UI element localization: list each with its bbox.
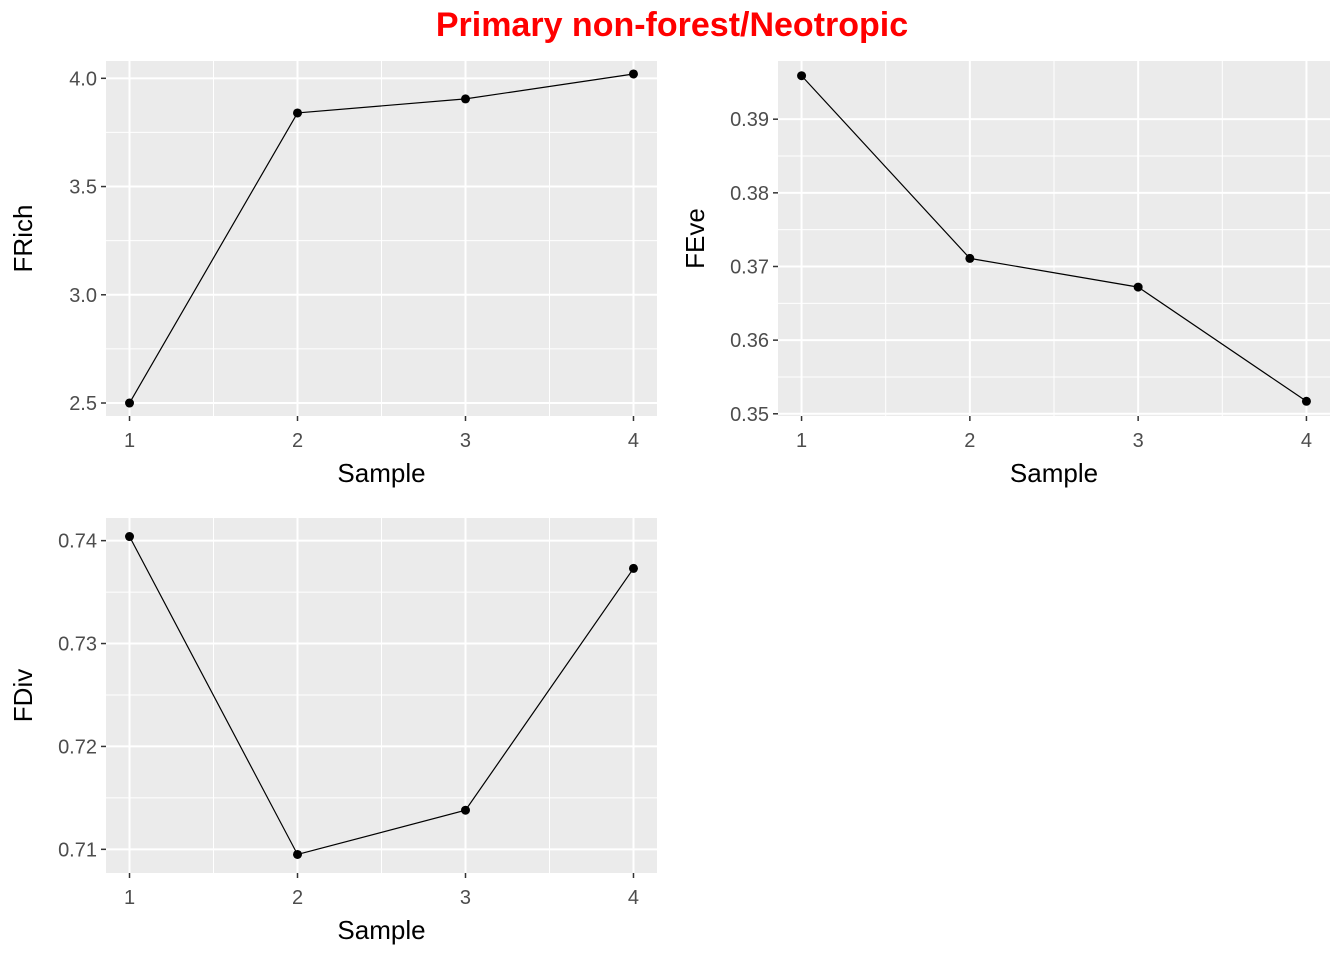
x-tick-label: 3 [460,430,471,452]
x-axis-title: Sample [337,915,425,945]
data-point [628,69,638,79]
chart-main-title: Primary non-forest/Neotropic [435,6,909,44]
data-point [965,253,975,263]
data-point [293,849,303,859]
data-point [125,398,135,408]
x-axis-title: Sample [1010,458,1098,488]
x-tick-label: 1 [796,430,807,452]
y-tick-label: 3.0 [69,285,97,307]
data-point [1301,396,1311,406]
y-tick-label: 0.37 [730,256,769,278]
x-axis-title: Sample [337,458,425,488]
series-line [128,73,634,404]
data-point [628,563,638,573]
x-tick-label: 3 [460,887,471,909]
y-tick-label: 3.5 [69,177,97,199]
series-line [128,536,634,856]
x-tick-label: 2 [292,887,303,909]
y-tick-label: 4.0 [69,68,97,90]
panel-1-frich: 1 2 3 4 2.5 3.0 3.5 4.0 Sample FRich [8,61,657,488]
y-tick-label: 0.38 [730,183,769,205]
x-tick-label: 4 [628,887,639,909]
series-line [801,75,1307,402]
y-tick-label: 0.72 [58,736,97,758]
data-point [460,94,470,104]
y-axis-title: FEve [680,208,710,269]
y-tick-label: 0.39 [730,109,769,131]
y-tick-label: 0.35 [730,404,769,426]
y-tick-label: 2.5 [69,393,97,415]
data-point [460,805,470,815]
data-point [125,532,135,542]
y-axis-title: FRich [8,205,38,273]
y-tick-label: 0.73 [58,634,97,656]
y-tick-label: 0.71 [58,839,97,861]
y-tick-label: 0.74 [58,531,97,553]
x-tick-label: 3 [1133,430,1144,452]
x-tick-label: 1 [124,430,135,452]
data-point [1133,282,1143,292]
x-tick-label: 4 [1301,430,1312,452]
x-tick-label: 4 [628,430,639,452]
panel-3-fdiv: 1 2 3 4 0.71 0.72 0.73 0.74 Sample FDiv [8,518,657,945]
y-axis-title: FDiv [8,669,38,722]
x-tick-label: 1 [124,887,135,909]
panel-2-feve: 1 2 3 4 0.35 0.36 0.37 0.38 0.39 Sample FEve [680,61,1330,488]
x-tick-label: 2 [964,430,975,452]
data-point [797,71,807,81]
y-tick-label: 0.36 [730,330,769,352]
data-point [293,108,303,118]
x-tick-label: 2 [292,430,303,452]
